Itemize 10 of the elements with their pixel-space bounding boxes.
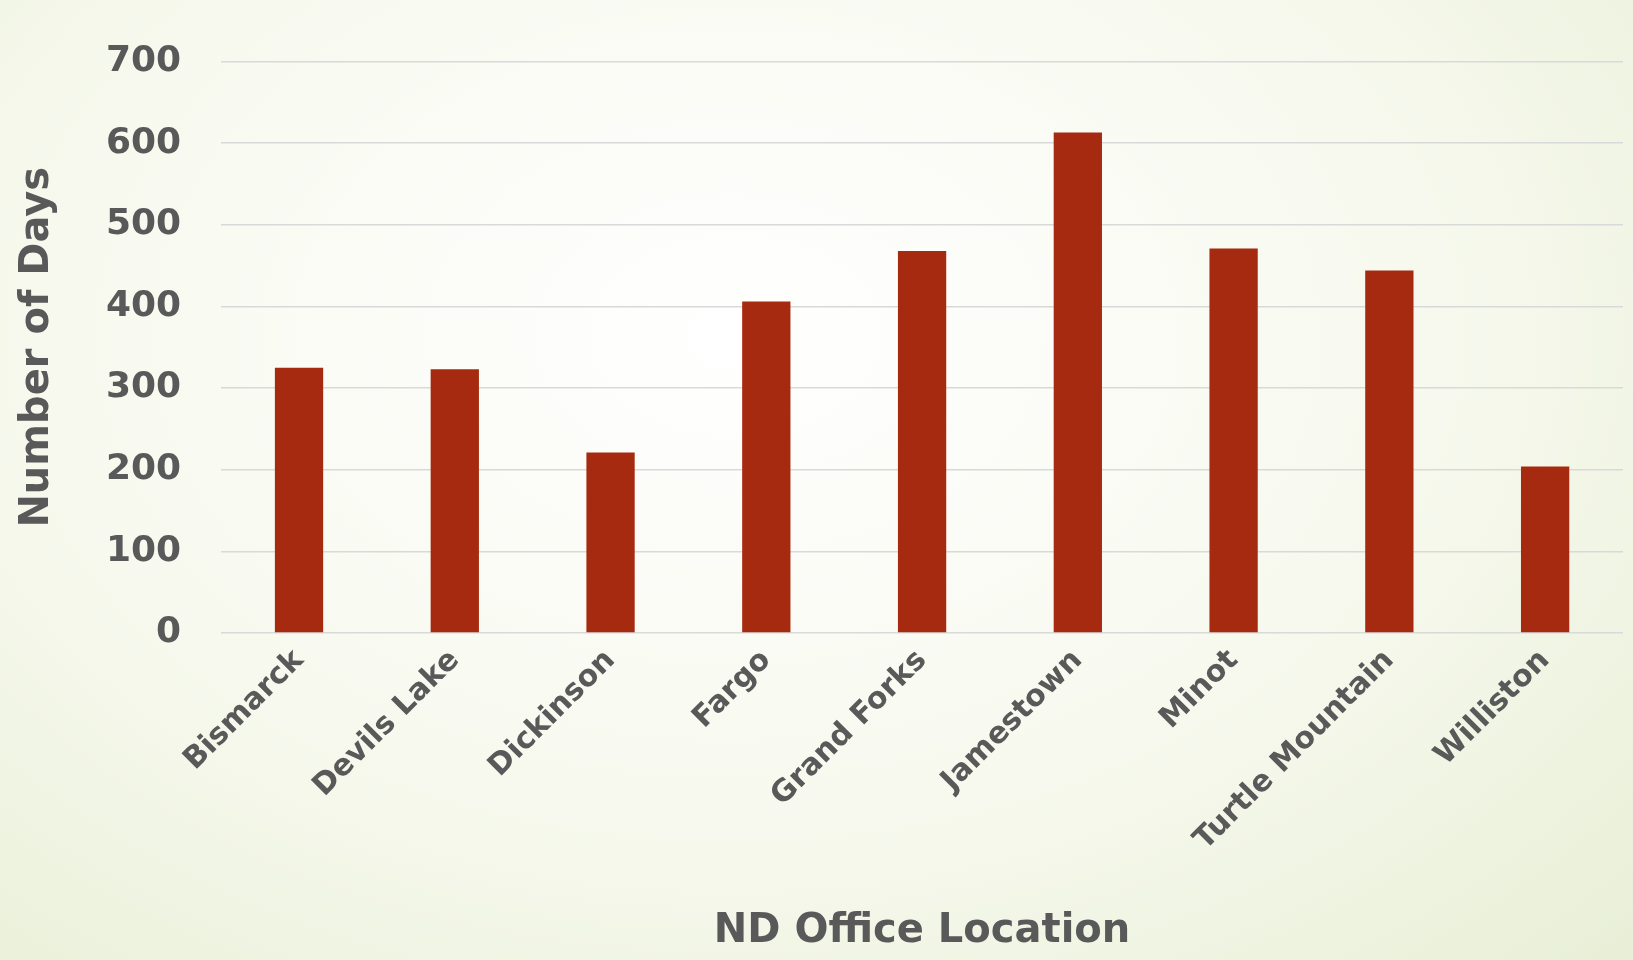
y-tick-label: 200: [105, 446, 182, 488]
y-tick-label: 600: [105, 119, 182, 161]
y-tick-label: 100: [105, 527, 182, 569]
x-axis-title: ND Office Location: [713, 905, 1131, 952]
y-tick-label: 500: [105, 201, 182, 243]
y-tick-label: 300: [105, 364, 182, 406]
y-tick-label: 700: [105, 37, 182, 79]
y-tick-label: 400: [105, 282, 182, 324]
y-axis-title: Number of Days: [11, 166, 58, 528]
y-tick-label: 0: [156, 609, 182, 651]
